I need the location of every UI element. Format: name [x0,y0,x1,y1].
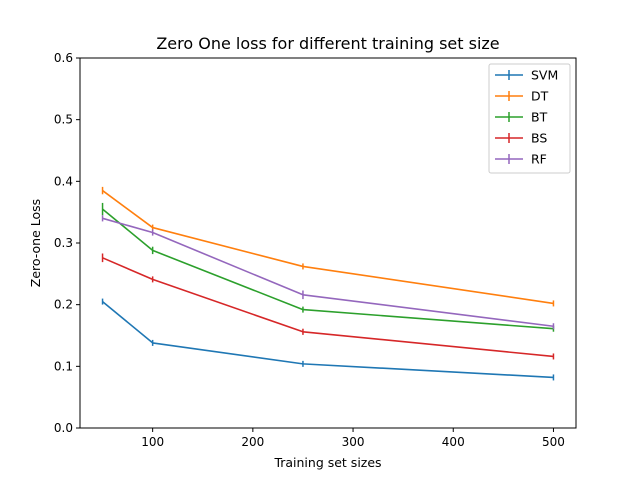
legend: SVM DT BT BS RF [488,63,571,174]
legend-label-bt: BT [531,110,548,125]
series-line-bs [102,257,554,358]
x-tick-label: 300 [342,435,365,449]
legend-label-bs: BS [531,131,547,146]
legend-label-svm: SVM [531,68,558,83]
y-tick-label: 0.1 [54,359,73,373]
x-axis-label: Training set sizes [273,455,381,470]
x-tick-label: 100 [141,435,164,449]
x-tick-label: 400 [442,435,465,449]
plot-area [101,186,555,381]
series-line-bt [102,208,554,330]
y-tick-label: 0.3 [54,236,73,250]
series-line-dt [102,189,554,305]
y-tick-label: 0.6 [54,51,73,65]
y-axis-label: Zero-one Loss [28,199,43,287]
series-line-svm [102,300,554,379]
y-tick-label: 0.0 [54,421,73,435]
x-tick-label: 200 [241,435,264,449]
y-tick-label: 0.2 [54,298,73,312]
y-tick-label: 0.5 [54,113,73,127]
legend-label-dt: DT [531,89,549,104]
chart-title: Zero One loss for different training set… [156,34,499,53]
y-tick-label: 0.4 [54,174,73,188]
series-line-rf [102,217,554,328]
x-tick-label: 500 [542,435,565,449]
legend-label-rf: RF [531,152,547,167]
